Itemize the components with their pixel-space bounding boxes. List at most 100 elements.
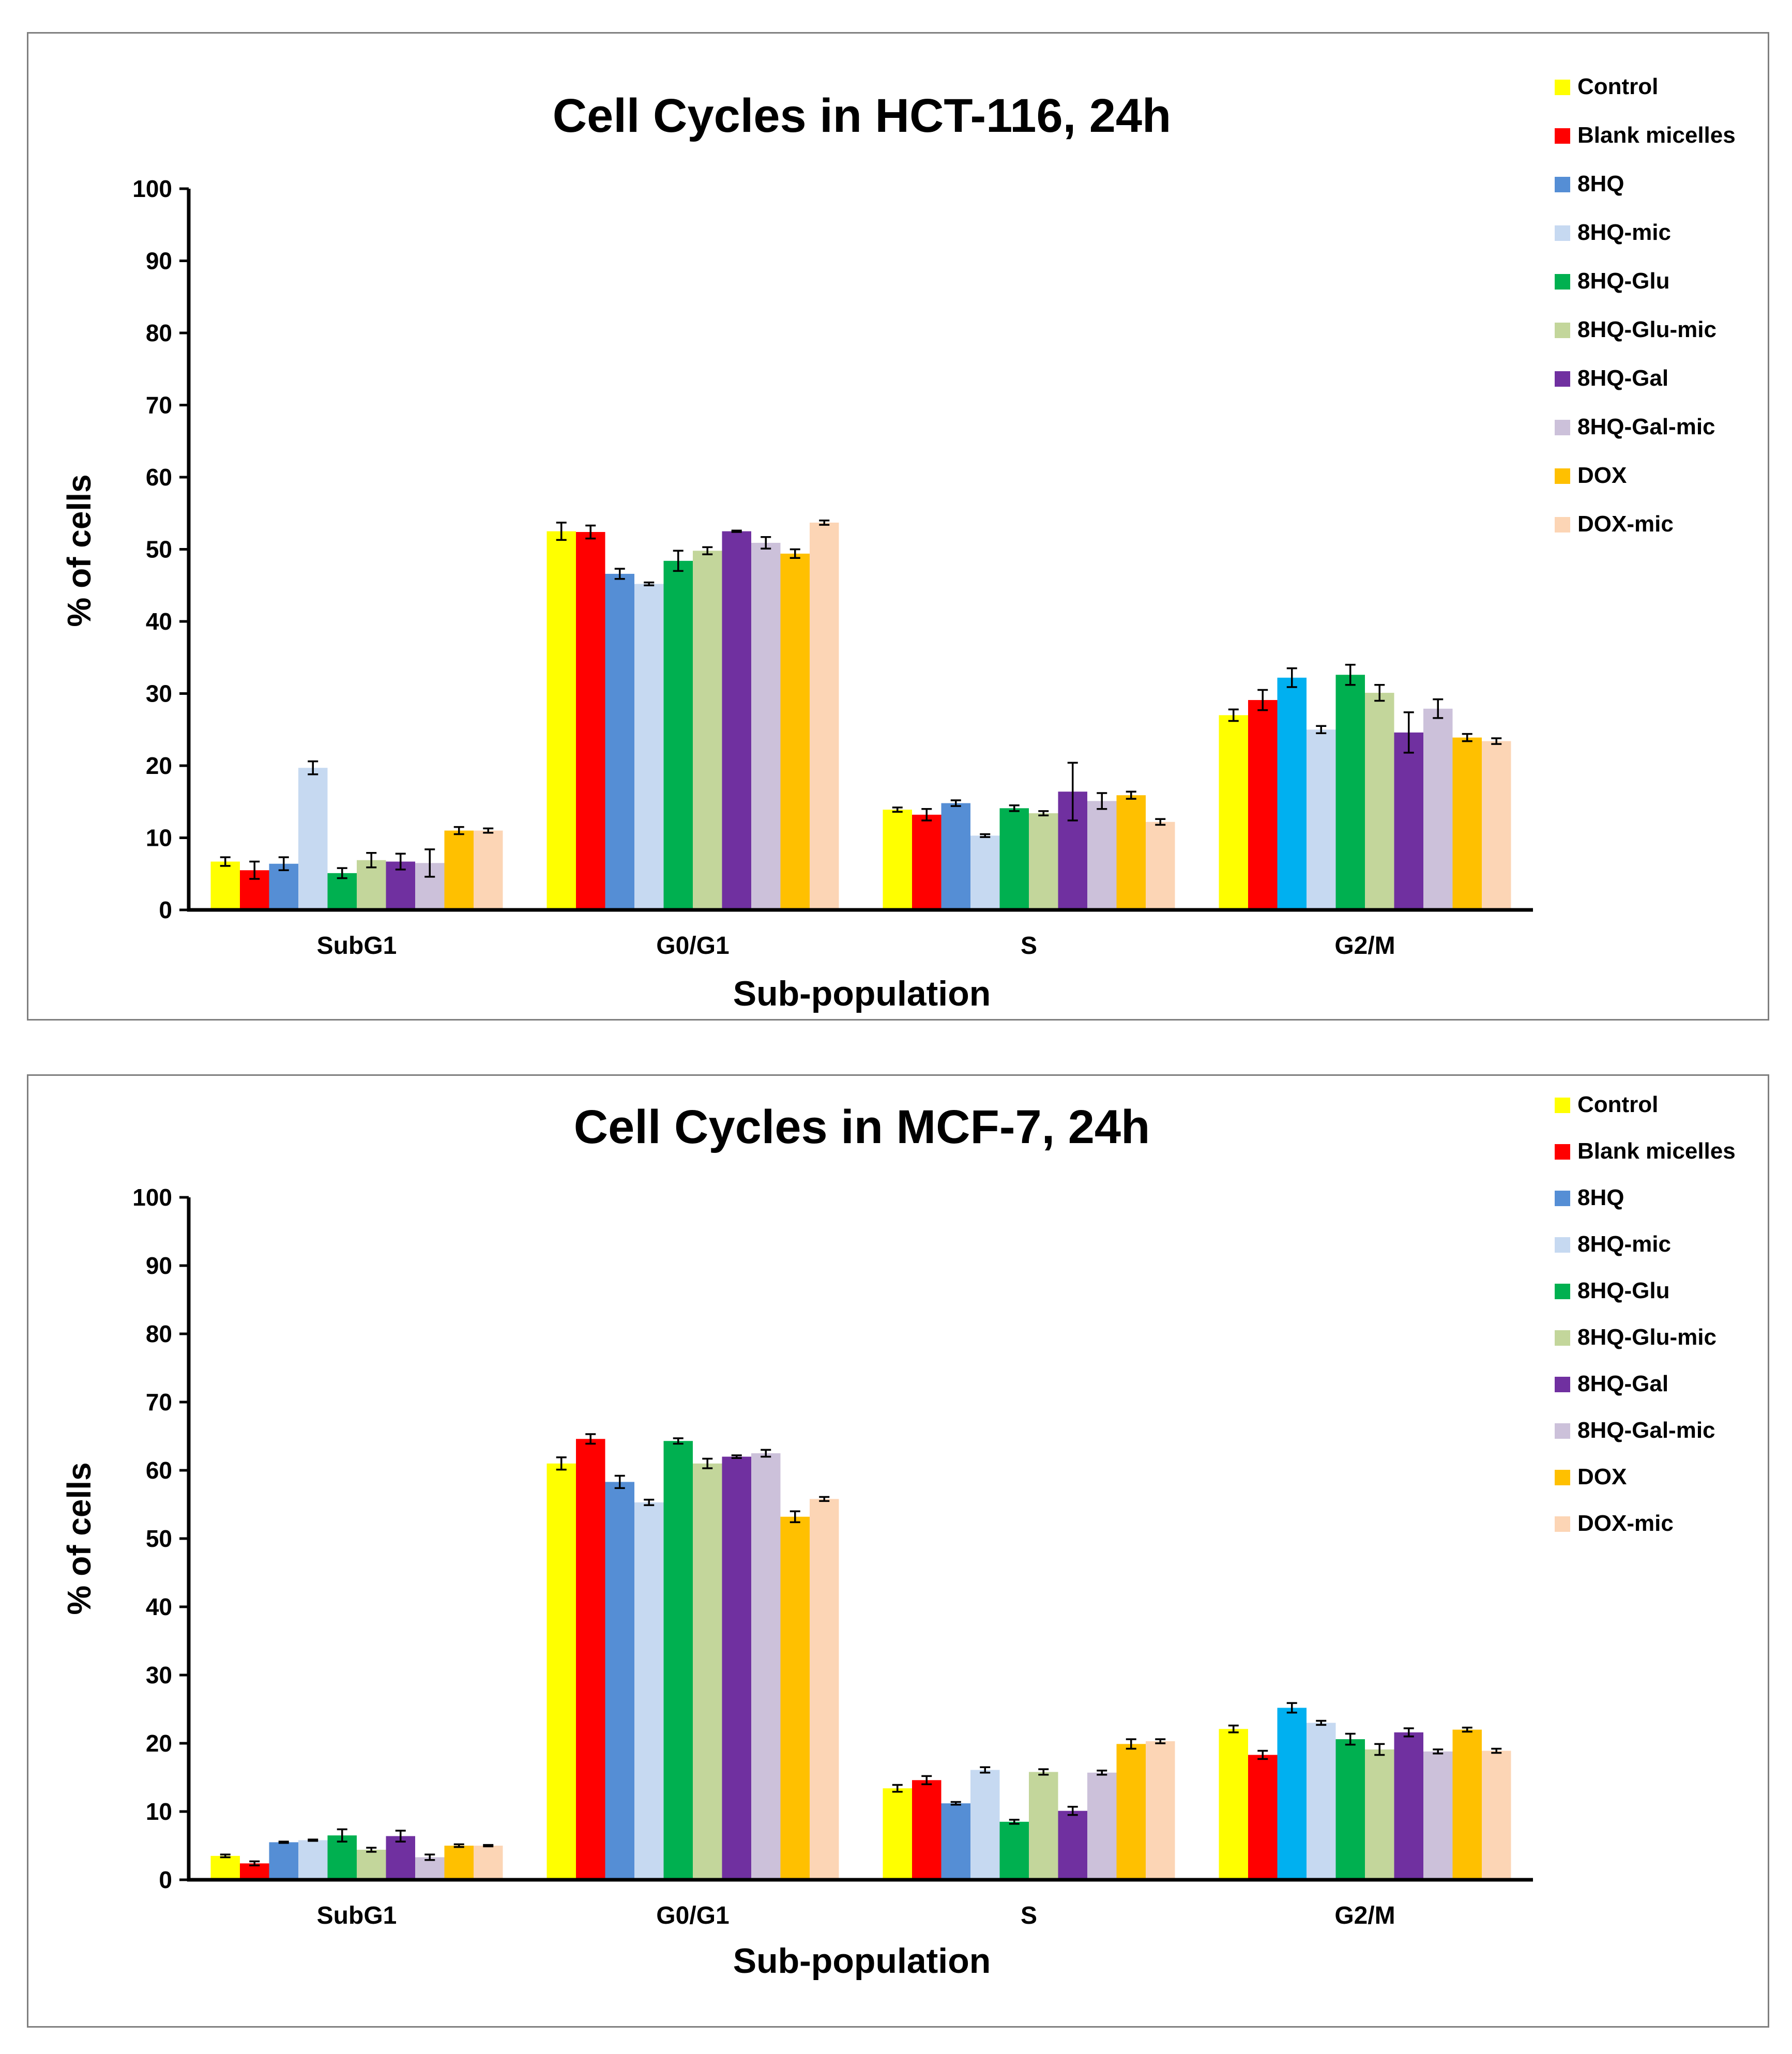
chart-panel-mcf7: Cell Cycles in MCF-7, 24h % of cells Sub-p…	[27, 1074, 1769, 2028]
bar	[298, 768, 328, 910]
legend-swatch	[1555, 517, 1570, 532]
legend-label: Blank micelles	[1577, 1138, 1736, 1164]
y-tick-label: 50	[146, 1525, 172, 1552]
bar	[357, 1849, 386, 1880]
bar	[605, 1482, 634, 1880]
chart-title: Cell Cycles in MCF-7, 24h	[574, 1101, 1150, 1153]
legend-label: 8HQ-Gal	[1577, 366, 1668, 391]
bar	[444, 1846, 474, 1880]
x-tick-label: S	[1021, 932, 1037, 960]
bar	[357, 860, 386, 910]
legend-swatch	[1555, 1144, 1570, 1160]
bar	[999, 808, 1029, 910]
bar	[1277, 677, 1307, 910]
bar	[970, 835, 1000, 910]
legend-swatch	[1555, 1423, 1570, 1439]
bar	[780, 1516, 810, 1880]
bar	[912, 814, 941, 910]
bar	[386, 1836, 415, 1880]
bar	[693, 1463, 722, 1880]
bar	[634, 584, 664, 910]
bar	[663, 560, 693, 910]
bar	[810, 522, 839, 910]
bar	[751, 1453, 781, 1880]
legend-swatch	[1555, 1470, 1570, 1485]
x-tick-label: S	[1021, 1902, 1037, 1929]
bar	[634, 1502, 664, 1880]
y-tick-label: 90	[146, 248, 172, 275]
bar	[210, 1855, 240, 1880]
bar	[1452, 1729, 1482, 1880]
legend-label: 8HQ-Gal-mic	[1577, 414, 1715, 439]
legend-label: DOX-mic	[1577, 511, 1674, 537]
y-tick-label: 80	[146, 319, 172, 346]
bar	[1394, 1732, 1423, 1880]
legend-label: 8HQ	[1577, 1185, 1624, 1210]
legend-label: DOX	[1577, 463, 1627, 488]
y-tick-label: 30	[146, 680, 172, 707]
bar	[1248, 700, 1278, 910]
legend-label: 8HQ-Glu-mic	[1577, 1325, 1717, 1350]
y-tick-label: 70	[146, 1389, 172, 1416]
y-tick-label: 70	[146, 392, 172, 419]
y-tick-label: 10	[146, 825, 172, 851]
bar	[1277, 1708, 1307, 1880]
bar	[663, 1441, 693, 1880]
bar	[1248, 1755, 1278, 1880]
bar	[912, 1780, 941, 1880]
x-axis-label: Sub-population	[733, 1941, 991, 1981]
y-tick-label: 40	[146, 608, 172, 635]
x-tick-label: G0/G1	[656, 932, 729, 960]
legend-label: Blank micelles	[1577, 123, 1736, 148]
bar	[474, 1846, 503, 1880]
y-tick-label: 20	[146, 752, 172, 779]
y-tick-label: 100	[132, 175, 172, 202]
y-tick-label: 0	[159, 896, 172, 923]
bar	[1335, 1739, 1365, 1880]
bar	[576, 532, 605, 910]
bar	[1087, 1772, 1117, 1880]
bar	[1452, 737, 1482, 910]
bar	[444, 830, 474, 910]
bar	[298, 1840, 328, 1880]
x-tick-label: SubG1	[317, 1902, 397, 1929]
bar	[999, 1821, 1029, 1880]
bar	[1335, 675, 1365, 910]
x-tick-label: G2/M	[1334, 1902, 1395, 1929]
bar	[546, 531, 576, 910]
legend-label: 8HQ	[1577, 171, 1624, 196]
legend-swatch	[1555, 80, 1570, 95]
bar	[1482, 741, 1511, 910]
chart-title: Cell Cycles in HCT-116, 24h	[553, 89, 1172, 142]
chart-hct116: Cell Cycles in HCT-116, 24h % of cells Sub…	[60, 74, 1736, 1013]
x-tick-label: SubG1	[317, 932, 397, 960]
bar	[605, 573, 634, 910]
y-tick-label: 20	[146, 1730, 172, 1757]
y-tick-label: 80	[146, 1320, 172, 1347]
legend-swatch	[1555, 1377, 1570, 1392]
legend-swatch	[1555, 1330, 1570, 1346]
bar	[546, 1463, 576, 1880]
bar	[751, 542, 781, 910]
legend-label: 8HQ-Gal	[1577, 1371, 1668, 1396]
legend-swatch	[1555, 128, 1570, 144]
bar	[722, 531, 751, 910]
bar	[1365, 1749, 1394, 1880]
bar	[1087, 801, 1117, 910]
legend-swatch	[1555, 371, 1570, 387]
legend-swatch	[1555, 1098, 1570, 1113]
bar	[1146, 1741, 1175, 1880]
x-tick-label: G2/M	[1334, 932, 1395, 960]
bar	[210, 861, 240, 910]
legend-swatch	[1555, 323, 1570, 338]
bar	[970, 1770, 1000, 1880]
bar	[780, 553, 810, 910]
bar	[1423, 1751, 1453, 1880]
bar	[883, 810, 912, 910]
y-tick-label: 40	[146, 1593, 172, 1620]
bar	[1116, 1744, 1146, 1880]
bar	[1116, 795, 1146, 910]
y-tick-label: 30	[146, 1662, 172, 1688]
bar	[1482, 1751, 1511, 1880]
legend-swatch	[1555, 468, 1570, 484]
